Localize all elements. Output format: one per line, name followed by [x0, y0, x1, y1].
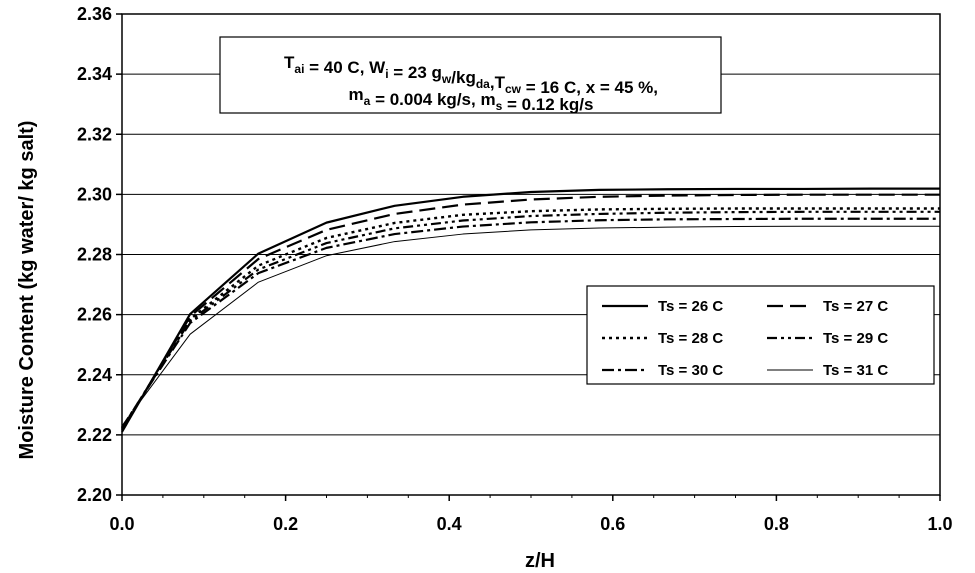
legend-box [586, 285, 935, 385]
y-tick-label: 2.36 [77, 4, 112, 24]
y-tick-label: 2.24 [77, 365, 112, 385]
series-lines [120, 187, 940, 433]
y-tick-label: 2.30 [77, 184, 112, 204]
x-tick-label: 0.8 [764, 514, 789, 534]
y-axis-title: Moisture Content (kg water/ kg salt) [16, 121, 38, 460]
series-line-5 [121, 217, 940, 428]
x-tick-label: 0.4 [437, 514, 462, 534]
y-tick-label: 2.34 [77, 64, 112, 84]
axis-ticks [116, 13, 941, 501]
x-tick-label: 1.0 [927, 514, 952, 534]
y-tick-label: 2.32 [77, 124, 112, 144]
series-line-6 [121, 225, 940, 427]
annotation-line-1: Tai = 40 C, Wi = 23 gw/kgda,Tcw = 16 C, … [284, 53, 658, 97]
annotation-line-2: ma = 0.004 kg/s, ms = 0.12 kg/s [349, 85, 594, 114]
annotation-box [219, 36, 722, 114]
x-tick-label: 0.6 [600, 514, 625, 534]
y-tick-label: 2.28 [77, 245, 112, 265]
legend-label: Ts = 29 C [823, 330, 888, 347]
tick-labels: 2.20 2.22 2.24 2.26 2.28 2.30 2.32 2.34 2.36 0.0 0… [77, 4, 953, 534]
series-line-2 [121, 193, 940, 431]
x-tick-label: 0.0 [109, 514, 134, 534]
x-tick-label: 0.2 [273, 514, 298, 534]
legend-label: Ts = 27 C [823, 298, 888, 315]
y-tick-label: 2.22 [77, 425, 112, 445]
legend-label: Ts = 28 C [658, 330, 723, 347]
condition-annotation: Tai = 40 C, Wi = 23 gw/kgda,Tcw = 16 C, … [219, 36, 722, 114]
y-tick-label: 2.20 [77, 485, 112, 505]
series-line-1 [121, 187, 940, 433]
legend-label: Ts = 31 C [823, 362, 888, 379]
legend-label: Ts = 26 C [658, 298, 723, 315]
y-tick-label: 2.26 [77, 305, 112, 325]
series-line-4 [121, 210, 940, 429]
x-axis-title: z/H [525, 550, 555, 572]
legend-label: Ts = 30 C [658, 362, 723, 379]
legend: Ts = 26 C Ts = 27 C Ts = 28 C Ts = 29 C Ts =… [586, 285, 935, 385]
